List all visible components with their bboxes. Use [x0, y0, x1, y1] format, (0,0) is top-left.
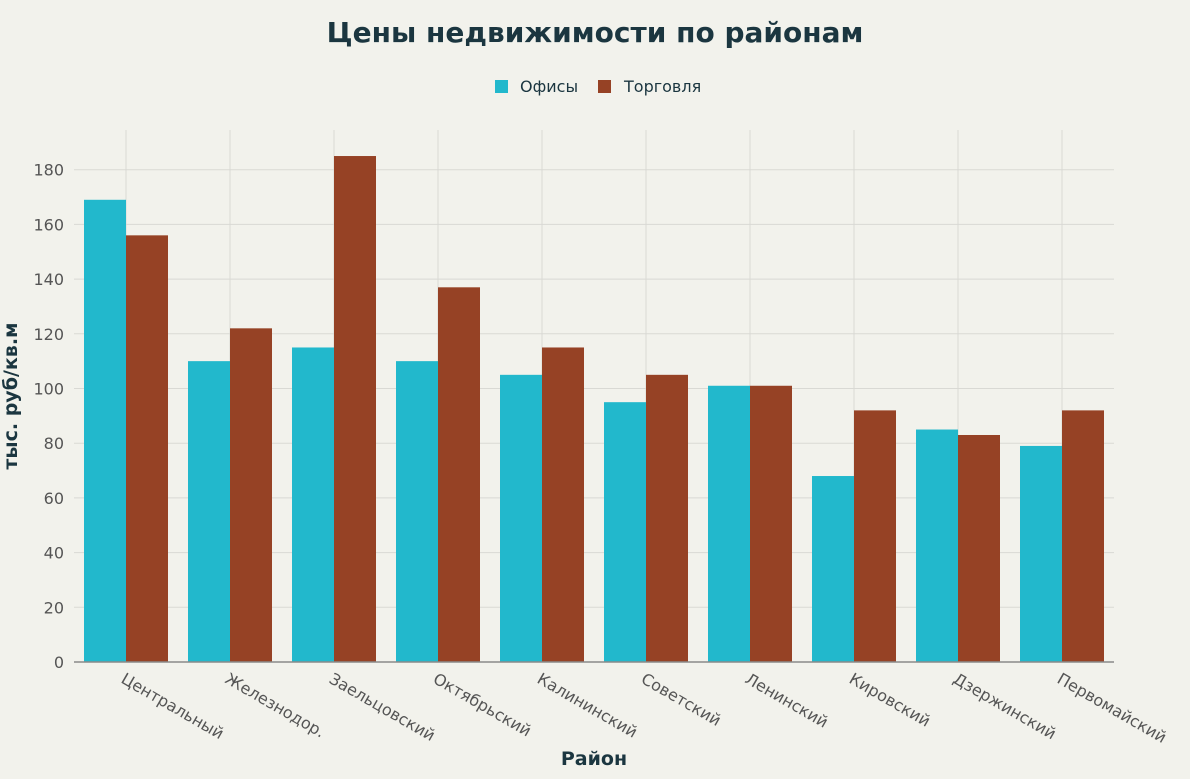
bar-offices: [84, 199, 126, 662]
x-tick-label: Заельцовский: [326, 669, 439, 745]
bar-retail: [126, 235, 168, 662]
bar-retail: [438, 287, 480, 662]
bar-offices: [604, 402, 646, 662]
y-tick-label: 100: [33, 380, 64, 399]
bar-offices: [1020, 445, 1062, 662]
y-tick-label: 120: [33, 325, 64, 344]
y-tick-label: 160: [33, 215, 64, 234]
x-tick-label: Железнодор.: [222, 669, 328, 741]
bar-retail: [230, 328, 272, 662]
x-axis-title: Район: [561, 748, 627, 770]
chart-title: Цены недвижимости по районам: [327, 16, 864, 49]
legend: Офисы Торговля: [495, 77, 701, 96]
x-tick-label: Советский: [638, 669, 724, 730]
bar-retail: [646, 374, 688, 662]
legend-label-retail: Торговля: [623, 77, 701, 96]
bar-offices: [708, 385, 750, 662]
x-axis-labels: ЦентральныйЖелезнодор.ЗаельцовскийОктябр…: [118, 669, 1170, 747]
legend-swatch-offices: [495, 80, 508, 93]
bar-retail: [854, 410, 896, 662]
bar-retail: [750, 385, 792, 662]
y-tick-label: 40: [44, 544, 64, 563]
bar-retail: [958, 434, 1000, 662]
x-tick-label: Первомайский: [1054, 669, 1170, 747]
bars: [84, 156, 1104, 662]
x-tick-label: Калининский: [534, 669, 641, 742]
y-tick-label: 180: [33, 161, 64, 180]
bar-offices: [812, 476, 854, 662]
y-axis-title: тыс. руб/кв.м: [0, 322, 22, 469]
y-axis-ticks: 0 20 40 60 80 100 120 140 160 180: [33, 161, 64, 672]
bar-offices: [292, 347, 334, 662]
y-tick-label: 0: [54, 653, 64, 672]
y-tick-label: 140: [33, 270, 64, 289]
x-tick-label: Центральный: [118, 669, 227, 743]
legend-label-offices: Офисы: [520, 77, 578, 96]
bar-retail: [1062, 410, 1104, 662]
x-tick-label: Октябрьский: [430, 669, 535, 740]
bar-offices: [500, 374, 542, 662]
legend-swatch-retail: [598, 80, 611, 93]
bar-retail: [334, 156, 376, 662]
y-tick-label: 80: [44, 434, 64, 453]
bar-offices: [396, 361, 438, 662]
x-tick-label: Дзержинский: [950, 669, 1060, 743]
bar-offices: [916, 429, 958, 662]
bar-retail: [542, 347, 584, 662]
bar-offices: [188, 361, 230, 662]
x-tick-label: Кировский: [846, 669, 934, 731]
y-tick-label: 60: [44, 489, 64, 508]
y-tick-label: 20: [44, 598, 64, 617]
x-tick-label: Ленинский: [742, 669, 832, 732]
